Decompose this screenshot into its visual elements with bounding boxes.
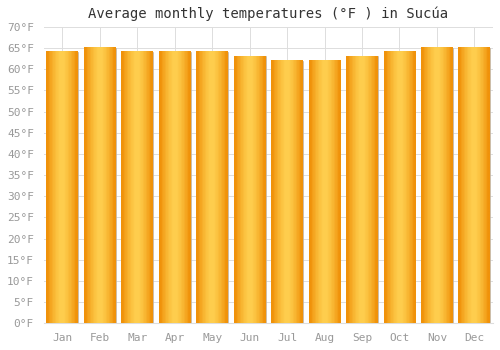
- Bar: [421, 48, 453, 323]
- Bar: [271, 61, 303, 323]
- Bar: [234, 56, 266, 323]
- Bar: [196, 52, 228, 323]
- Bar: [458, 48, 490, 323]
- Bar: [384, 52, 416, 323]
- Bar: [159, 52, 190, 323]
- Bar: [84, 48, 116, 323]
- Bar: [346, 56, 378, 323]
- Title: Average monthly temperatures (°F ) in Sucúa: Average monthly temperatures (°F ) in Su…: [88, 7, 448, 21]
- Bar: [46, 52, 78, 323]
- Bar: [122, 52, 153, 323]
- Bar: [308, 61, 340, 323]
